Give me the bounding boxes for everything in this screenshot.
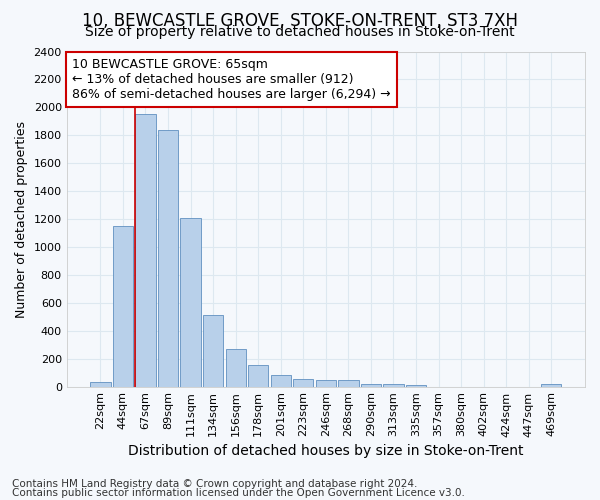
- Text: 10 BEWCASTLE GROVE: 65sqm
← 13% of detached houses are smaller (912)
86% of semi: 10 BEWCASTLE GROVE: 65sqm ← 13% of detac…: [72, 58, 391, 101]
- Bar: [541, 384, 562, 386]
- Bar: [338, 380, 359, 386]
- Bar: [361, 384, 381, 386]
- Text: Contains public sector information licensed under the Open Government Licence v3: Contains public sector information licen…: [12, 488, 465, 498]
- Bar: [271, 376, 291, 386]
- X-axis label: Distribution of detached houses by size in Stoke-on-Trent: Distribution of detached houses by size …: [128, 444, 524, 458]
- Bar: [383, 384, 404, 386]
- Bar: [113, 226, 133, 386]
- Text: Contains HM Land Registry data © Crown copyright and database right 2024.: Contains HM Land Registry data © Crown c…: [12, 479, 418, 489]
- Bar: [90, 382, 110, 386]
- Bar: [158, 130, 178, 386]
- Text: 10, BEWCASTLE GROVE, STOKE-ON-TRENT, ST3 7XH: 10, BEWCASTLE GROVE, STOKE-ON-TRENT, ST3…: [82, 12, 518, 30]
- Bar: [406, 385, 426, 386]
- Bar: [293, 379, 313, 386]
- Bar: [203, 316, 223, 386]
- Text: Size of property relative to detached houses in Stoke-on-Trent: Size of property relative to detached ho…: [85, 25, 515, 39]
- Bar: [136, 114, 155, 386]
- Y-axis label: Number of detached properties: Number of detached properties: [15, 120, 28, 318]
- Bar: [248, 365, 268, 386]
- Bar: [181, 218, 201, 386]
- Bar: [226, 349, 246, 387]
- Bar: [316, 380, 336, 386]
